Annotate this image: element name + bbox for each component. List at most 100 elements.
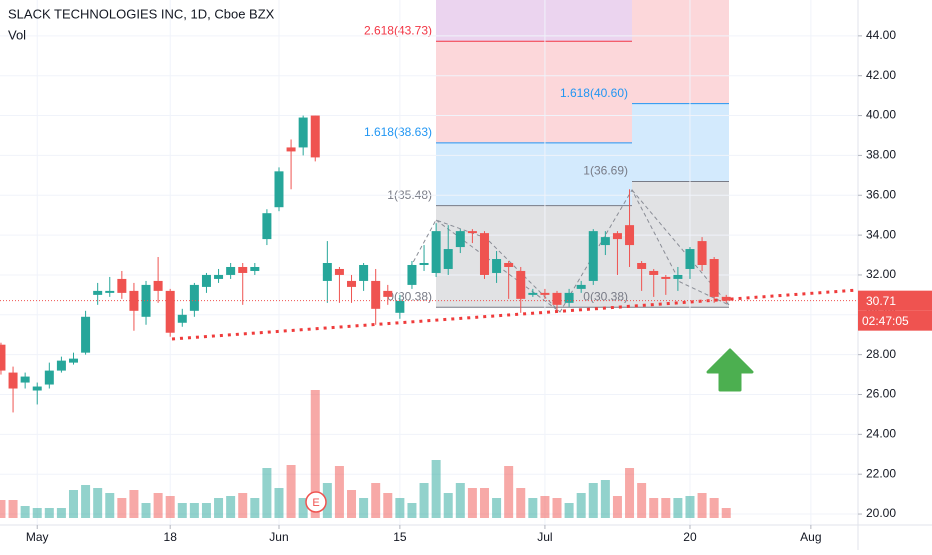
candle-body xyxy=(226,266,236,275)
volume-bar xyxy=(612,496,622,518)
fib-band xyxy=(632,103,729,182)
volume-bar xyxy=(528,498,538,518)
candle-body xyxy=(201,274,211,287)
candle-body xyxy=(588,231,598,281)
fib-label: 1(36.69) xyxy=(583,164,628,178)
volume-bar xyxy=(443,493,453,518)
candle-body xyxy=(697,241,707,265)
volume-bar xyxy=(576,493,586,518)
candle-body xyxy=(68,358,78,363)
y-tick-label: 32.00 xyxy=(866,267,896,281)
y-tick-label: 24.00 xyxy=(866,427,896,441)
volume-bar xyxy=(274,488,284,518)
axis-layer: 20.0022.0024.0026.0028.0030.0032.0034.00… xyxy=(0,28,932,544)
y-tick-label: 38.00 xyxy=(866,148,896,162)
volume-bar xyxy=(310,390,320,518)
candle-layer xyxy=(0,115,731,413)
volume-bar xyxy=(661,498,671,518)
volume-bar xyxy=(165,496,175,518)
last-price-label: 30.71 xyxy=(866,294,896,308)
volume-bar xyxy=(105,493,115,518)
candle-body xyxy=(81,316,91,353)
volume-bar xyxy=(479,488,489,518)
y-tick-label: 22.00 xyxy=(866,466,896,480)
fib-band xyxy=(436,205,632,308)
earnings-badge xyxy=(305,491,327,513)
fib-label: 0(30.38) xyxy=(583,289,628,303)
candle-body xyxy=(310,115,320,158)
candle-body xyxy=(20,376,30,383)
volume-bar xyxy=(455,483,465,518)
volume-bar xyxy=(637,483,647,518)
candle-body xyxy=(685,249,695,269)
candle-body xyxy=(165,290,175,333)
candle-body xyxy=(347,280,357,287)
candle-body xyxy=(105,290,115,293)
candle-body xyxy=(177,314,187,323)
candle-body xyxy=(407,264,417,285)
x-tick-label: 20 xyxy=(683,530,697,544)
volume-bar xyxy=(467,488,477,518)
candle-body xyxy=(443,249,453,269)
volume-bar xyxy=(8,500,18,518)
candle-body xyxy=(383,290,393,297)
candle-body xyxy=(504,262,514,267)
candle-body xyxy=(661,276,671,279)
volume-bar xyxy=(238,493,248,518)
last-price-box xyxy=(858,290,932,311)
fib-label: 0(30.38) xyxy=(387,289,432,303)
candle-body xyxy=(129,290,139,311)
candle-body xyxy=(93,290,103,295)
candle-body xyxy=(612,233,622,240)
candle-body xyxy=(371,280,381,309)
volume-bar xyxy=(371,483,381,518)
volume-bar xyxy=(431,460,441,518)
volume-bar xyxy=(395,498,405,518)
fib-label: 2.618(43.73) xyxy=(364,23,432,37)
volume-bar xyxy=(625,468,635,518)
volume-bar xyxy=(383,493,393,518)
y-tick-label: 20.00 xyxy=(866,506,896,520)
candle-body xyxy=(153,280,163,291)
candle-body xyxy=(637,262,647,269)
volume-bar xyxy=(322,483,332,518)
candle-body xyxy=(709,259,719,297)
volume-bar xyxy=(20,506,30,518)
candle-body xyxy=(274,171,284,208)
volume-bar xyxy=(419,483,429,518)
candle-body xyxy=(298,117,308,148)
candle-body xyxy=(673,274,683,279)
volume-bar xyxy=(189,503,199,518)
volume-bar xyxy=(226,496,236,518)
fib-band xyxy=(436,41,632,143)
candle-body xyxy=(189,284,199,311)
candle-body xyxy=(32,386,42,391)
volume-bar xyxy=(552,498,562,518)
volume-bar xyxy=(129,490,139,518)
candle-body xyxy=(479,233,489,275)
candle-body xyxy=(455,231,465,248)
volume-bar xyxy=(516,488,526,518)
candle-body xyxy=(419,262,429,265)
volume-bar xyxy=(697,493,707,518)
candle-body xyxy=(286,147,296,152)
volume-bar xyxy=(564,503,574,518)
candle-body xyxy=(214,274,224,279)
candle-body xyxy=(600,237,610,246)
x-tick-label: 18 xyxy=(164,530,178,544)
candle-body xyxy=(467,231,477,234)
y-tick-label: 36.00 xyxy=(866,187,896,201)
candle-body xyxy=(0,344,6,371)
volume-bar xyxy=(298,498,308,518)
pattern-lines xyxy=(409,188,730,313)
volume-bar xyxy=(709,498,719,518)
volume-bar xyxy=(334,466,344,518)
candle-body xyxy=(56,360,66,371)
volume-bar xyxy=(0,500,6,518)
earnings-badge-label: E xyxy=(312,497,319,509)
countdown-label: 02:47:05 xyxy=(862,314,909,328)
volume-bar xyxy=(153,493,163,518)
candle-body xyxy=(8,372,18,389)
volume-bar xyxy=(492,498,502,518)
